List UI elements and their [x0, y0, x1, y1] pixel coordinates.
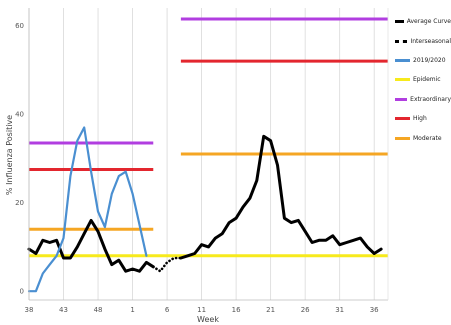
y-axis-title: % Influenza Positive [5, 115, 14, 195]
legend-swatch [395, 78, 410, 82]
legend-label: 2019/2020 [413, 56, 446, 64]
x-tick-label: 31 [335, 306, 344, 314]
chart-legend: Average Curve Interseasonal 2019/2020 Epide… [395, 12, 451, 148]
x-tick-label: 38 [25, 306, 34, 314]
x-tick-label: 6 [165, 306, 170, 314]
x-tick-label: 1 [130, 306, 134, 314]
legend-swatch [395, 117, 410, 121]
x-tick-label: 26 [301, 306, 310, 314]
legend-swatch [395, 20, 404, 24]
legend-label: Moderate [413, 134, 442, 142]
legend-item: High [395, 109, 451, 128]
legend-swatch [395, 136, 410, 140]
y-tick-label: 20 [15, 199, 24, 207]
legend-item: Average Curve [395, 12, 451, 31]
x-tick-label: 43 [59, 306, 68, 314]
legend-label: Epidemic [413, 76, 441, 84]
legend-item: Extraordinary [395, 90, 451, 109]
y-tick-label: 40 [15, 111, 24, 119]
x-tick-label: 48 [94, 306, 103, 314]
legend-label: High [413, 115, 427, 123]
legend-item: 2019/2020 [395, 51, 451, 70]
legend-item: Epidemic [395, 70, 451, 89]
legend-label: Average Curve [406, 18, 451, 26]
legend-label: Interseasonal [410, 37, 451, 45]
legend-item: Moderate [395, 128, 451, 147]
series-lines [27, 126, 383, 293]
series-average-curve-early-season [27, 218, 155, 273]
legend-swatch [395, 97, 408, 101]
x-axis-title: Week [197, 315, 219, 324]
legend-item: Interseasonal [395, 31, 451, 50]
x-tick-label: 11 [197, 306, 206, 314]
legend-swatch [395, 39, 408, 43]
legend-swatch [395, 58, 410, 62]
y-tick-label: 60 [15, 22, 24, 30]
threshold-lines [29, 17, 388, 258]
x-tick-label: 21 [266, 306, 275, 314]
series-2019-2020-season [27, 126, 148, 293]
x-tick-label: 36 [370, 306, 379, 314]
y-tick-label: 0 [20, 288, 24, 296]
legend-label: Extraordinary [410, 95, 451, 103]
series-average-curve-late-season [179, 134, 383, 260]
x-tick-label: 16 [232, 306, 241, 314]
series-interseasonal-transition [152, 256, 183, 273]
